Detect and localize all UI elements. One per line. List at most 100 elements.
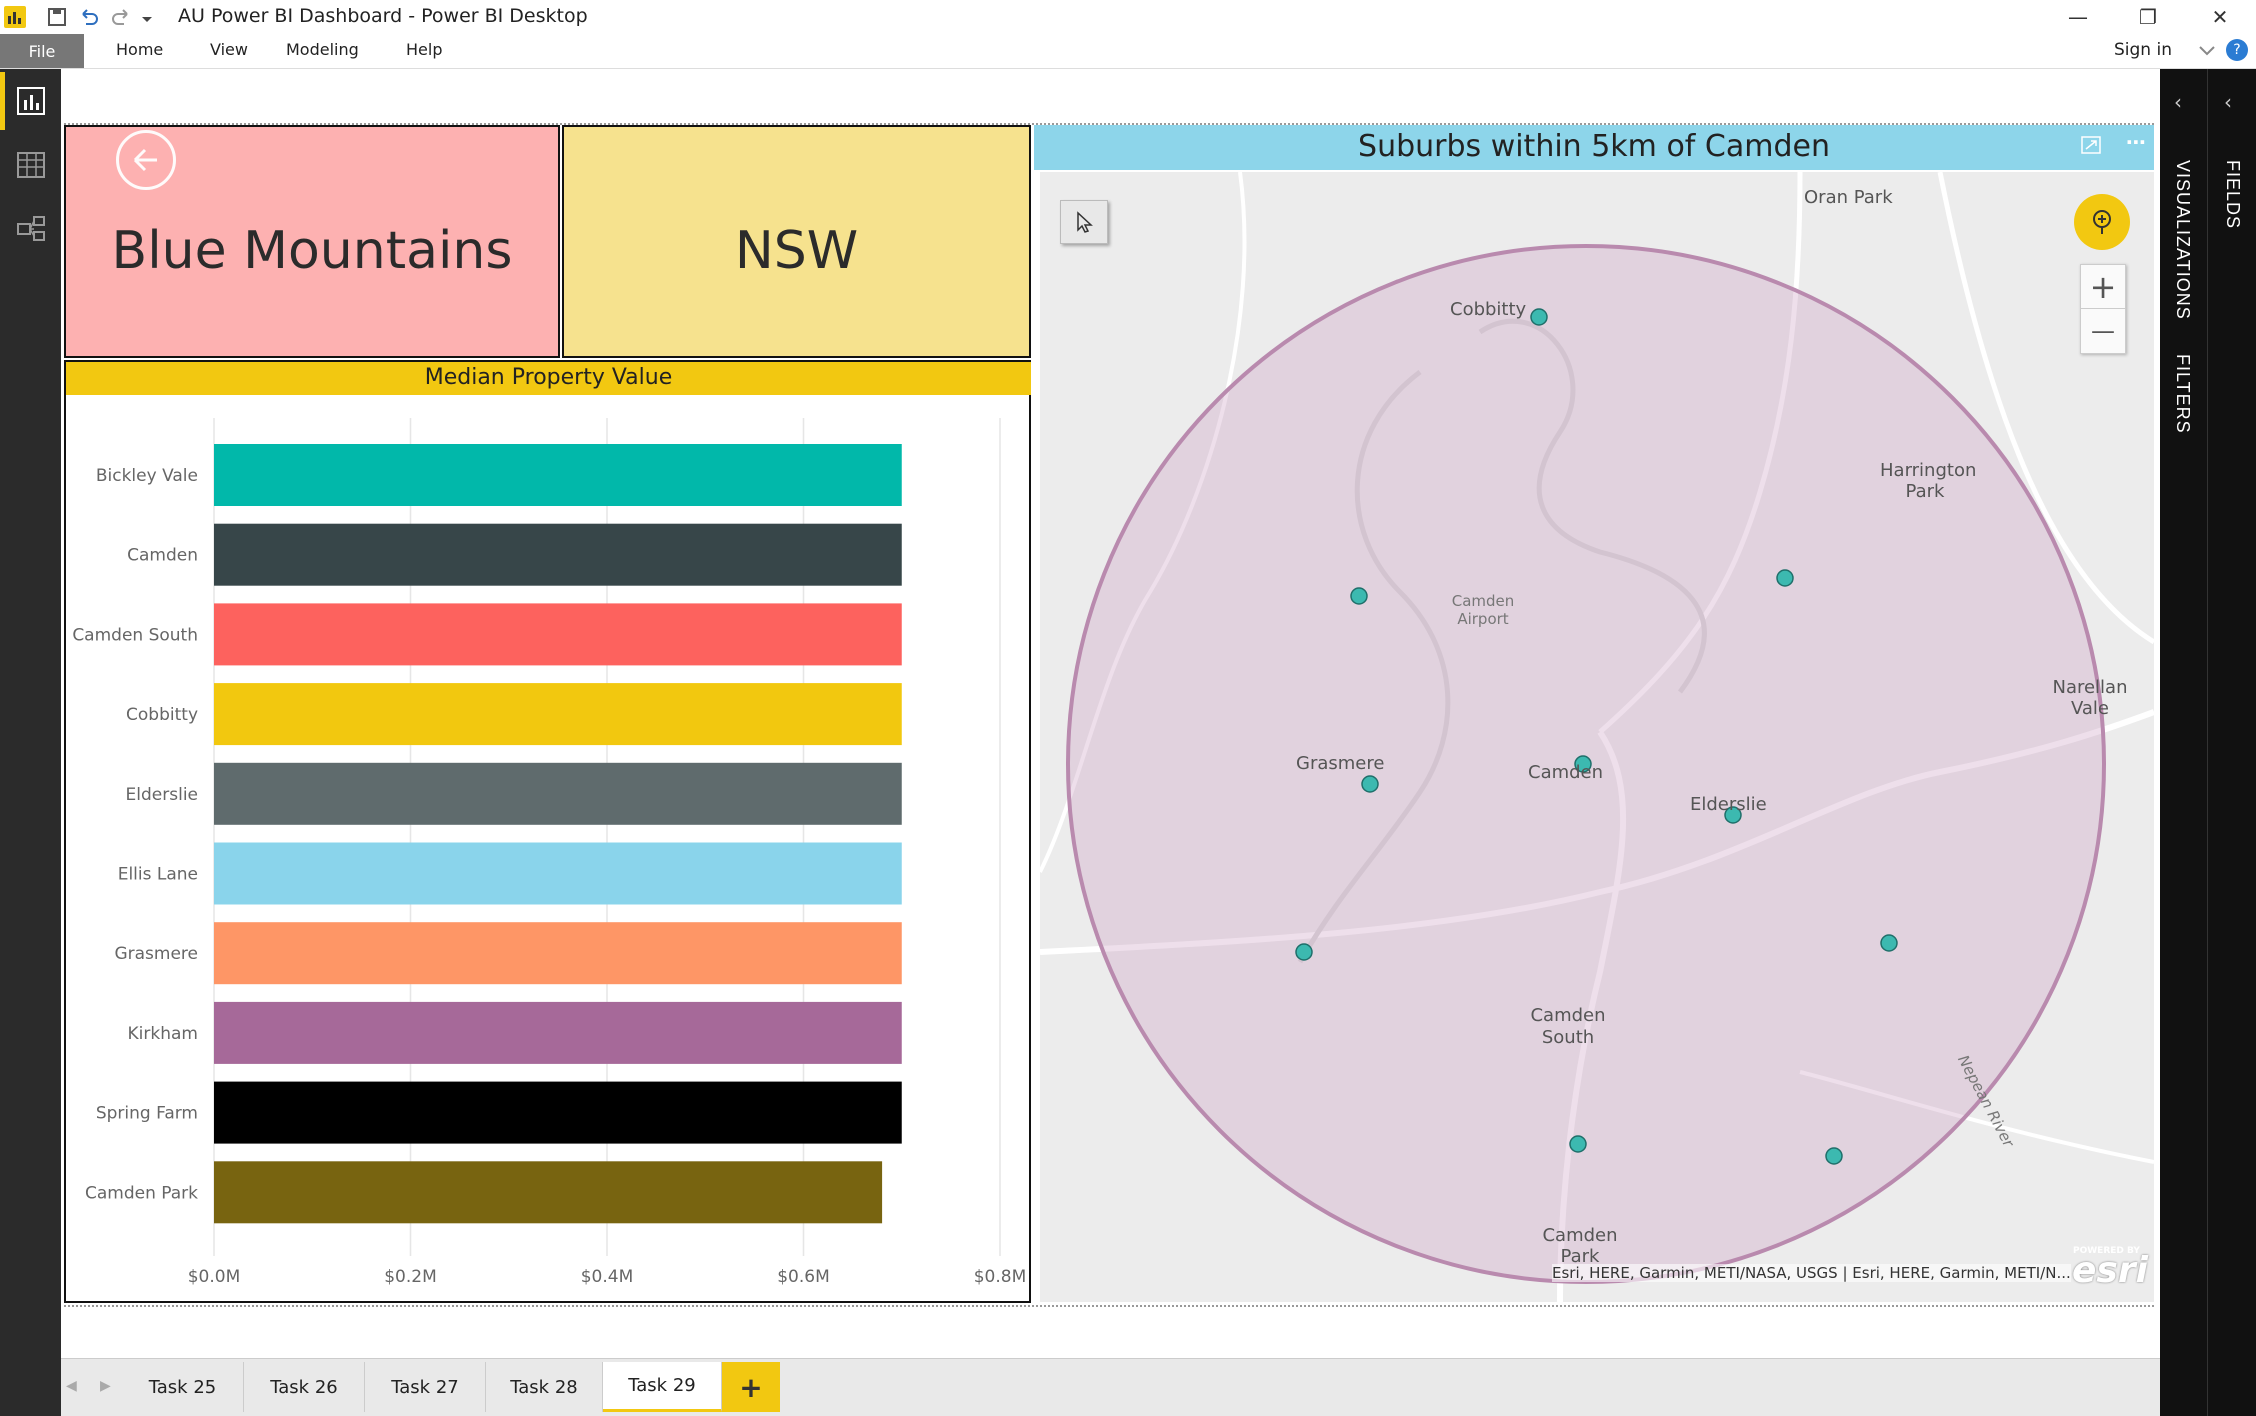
bar[interactable]: [214, 444, 902, 506]
focus-mode-icon[interactable]: [2080, 134, 2102, 156]
page-tab[interactable]: Task 29: [603, 1362, 722, 1412]
ribbon-collapse-icon[interactable]: [2198, 40, 2216, 60]
visualizations-pane-tab[interactable]: VISUALIZATIONS: [2173, 160, 2193, 320]
y-category-label: Bickley Vale: [96, 466, 198, 486]
suburb-marker[interactable]: [1350, 587, 1368, 605]
x-tick-label: $0.8M: [974, 1267, 1027, 1287]
suburb-marker[interactable]: [1724, 806, 1742, 824]
bar[interactable]: [214, 523, 902, 586]
powerbi-logo-icon: [4, 6, 26, 28]
tab-scroll-left-icon[interactable]: ◀: [66, 1378, 77, 1394]
map-label-camden-south: Camden South: [1530, 1005, 1606, 1048]
map-canvas[interactable]: Oran Park Cobbitty Harrington Park Camde…: [1040, 172, 2154, 1302]
x-tick-label: $0.2M: [384, 1267, 437, 1287]
nav-selection-indicator: [0, 72, 5, 130]
chart-title: Median Property Value: [424, 365, 673, 390]
ribbon-divider: [0, 68, 2256, 69]
esri-logo: esri: [2072, 1250, 2148, 1291]
suburb-marker[interactable]: [1880, 934, 1898, 952]
esri-powered-by: POWERED BY: [2073, 1246, 2140, 1256]
map-title-bar: [1034, 125, 2154, 170]
map-label-grasmere: Grasmere: [1296, 753, 1385, 774]
tab-scroll-right-icon[interactable]: ▶: [100, 1378, 111, 1394]
bar[interactable]: [214, 1081, 902, 1144]
suburb-marker[interactable]: [1361, 775, 1379, 793]
bar[interactable]: [214, 1001, 902, 1064]
x-tick-label: $0.4M: [581, 1267, 634, 1287]
map-overlay: [1040, 172, 2154, 1302]
undo-icon[interactable]: [78, 6, 100, 28]
map-title: Suburbs within 5km of Camden: [1358, 129, 1830, 164]
map-radius-layer: [1066, 244, 2106, 1284]
bar[interactable]: [214, 1161, 883, 1224]
page-tab[interactable]: Task 25: [122, 1362, 244, 1412]
page-tab[interactable]: Task 27: [365, 1362, 486, 1412]
bar[interactable]: [214, 603, 902, 666]
sign-in-link[interactable]: Sign in: [2114, 40, 2172, 60]
map-label-harrington-park: Harrington Park: [1880, 460, 1977, 502]
page-tab[interactable]: Task 28: [486, 1362, 603, 1412]
bar[interactable]: [214, 762, 902, 825]
suburb-marker[interactable]: [1776, 569, 1794, 587]
bar[interactable]: [214, 842, 902, 905]
canvas-bottom-border: [64, 1305, 2154, 1307]
y-category-label: Ellis Lane: [118, 865, 198, 885]
right-pane-divider: [2207, 69, 2208, 1416]
more-options-icon[interactable]: ⋯: [2126, 130, 2146, 154]
page-tab[interactable]: Task 26: [244, 1362, 365, 1412]
y-category-label: Camden Park: [85, 1183, 198, 1203]
suburb-marker[interactable]: [1825, 1147, 1843, 1165]
report-view-icon[interactable]: [14, 84, 48, 118]
menu-view[interactable]: View: [210, 40, 248, 59]
zoom-control: + —: [2080, 264, 2126, 354]
bar-chart-plot: $0.0M $0.2M $0.4M $0.6M $0.8M Bickley Vale Cam…: [72, 418, 1027, 1287]
x-tick-label: $0.6M: [777, 1267, 830, 1287]
y-category-label: Grasmere: [114, 944, 198, 964]
left-nav: [0, 69, 61, 1416]
y-category-label: Elderslie: [126, 785, 198, 805]
region-name: Blue Mountains: [111, 221, 513, 281]
fields-collapse-chevron-icon[interactable]: ‹: [2224, 90, 2232, 114]
visualizations-collapse-chevron-icon[interactable]: ‹: [2174, 90, 2182, 114]
back-arrow-icon[interactable]: [116, 130, 176, 190]
map-label-cobbitty: Cobbitty: [1450, 299, 1527, 320]
model-view-icon[interactable]: [14, 212, 48, 246]
bar[interactable]: [214, 922, 902, 985]
help-icon[interactable]: ?: [2226, 39, 2248, 61]
map-label-camden-airport: Camden Airport: [1451, 592, 1515, 628]
close-button[interactable]: ✕: [2211, 5, 2229, 29]
y-category-label: Spring Farm: [96, 1104, 198, 1124]
map-label-elderslie: Elderslie: [1690, 794, 1767, 815]
save-icon[interactable]: [46, 6, 68, 28]
file-menu-button[interactable]: File: [0, 34, 84, 68]
fields-pane-tab[interactable]: FIELDS: [2223, 160, 2243, 230]
menu-home[interactable]: Home: [116, 40, 164, 59]
zoom-out-button[interactable]: —: [2091, 317, 2115, 345]
suburb-marker[interactable]: [1574, 755, 1592, 773]
bar-chart-visual[interactable]: [64, 360, 1031, 1303]
zoom-in-button[interactable]: +: [2081, 265, 2125, 309]
state-card[interactable]: NSW: [562, 125, 1031, 358]
reference-layer-icon[interactable]: [2074, 194, 2130, 250]
region-card[interactable]: Blue Mountains: [64, 125, 560, 358]
bar[interactable]: [214, 683, 902, 746]
title-bar: AU Power BI Dashboard - Power BI Desktop…: [0, 0, 2256, 34]
data-view-icon[interactable]: [14, 148, 48, 182]
menu-modeling[interactable]: Modeling: [286, 40, 359, 59]
map-label-camden-park: Camden Park: [1542, 1225, 1618, 1267]
map-basemap: [1040, 172, 2154, 1302]
filters-pane-tab[interactable]: FILTERS: [2173, 354, 2193, 434]
select-tool-icon[interactable]: [1060, 200, 1108, 244]
minimize-button[interactable]: —: [2068, 5, 2088, 29]
map-label-camden: Camden: [1528, 762, 1604, 783]
restore-button[interactable]: ❐: [2139, 5, 2157, 29]
suburb-marker[interactable]: [1295, 943, 1313, 961]
quick-access-dropdown-icon[interactable]: [140, 6, 154, 28]
redo-icon[interactable]: [110, 6, 132, 28]
suburb-marker[interactable]: [1530, 308, 1548, 326]
suburb-marker[interactable]: [1569, 1135, 1587, 1153]
menu-help[interactable]: Help: [406, 40, 443, 59]
page-tab-bar: [61, 1358, 2160, 1416]
menu-bar: Home View Modeling Help Sign in ?: [0, 34, 2256, 68]
add-page-button[interactable]: +: [722, 1362, 780, 1412]
